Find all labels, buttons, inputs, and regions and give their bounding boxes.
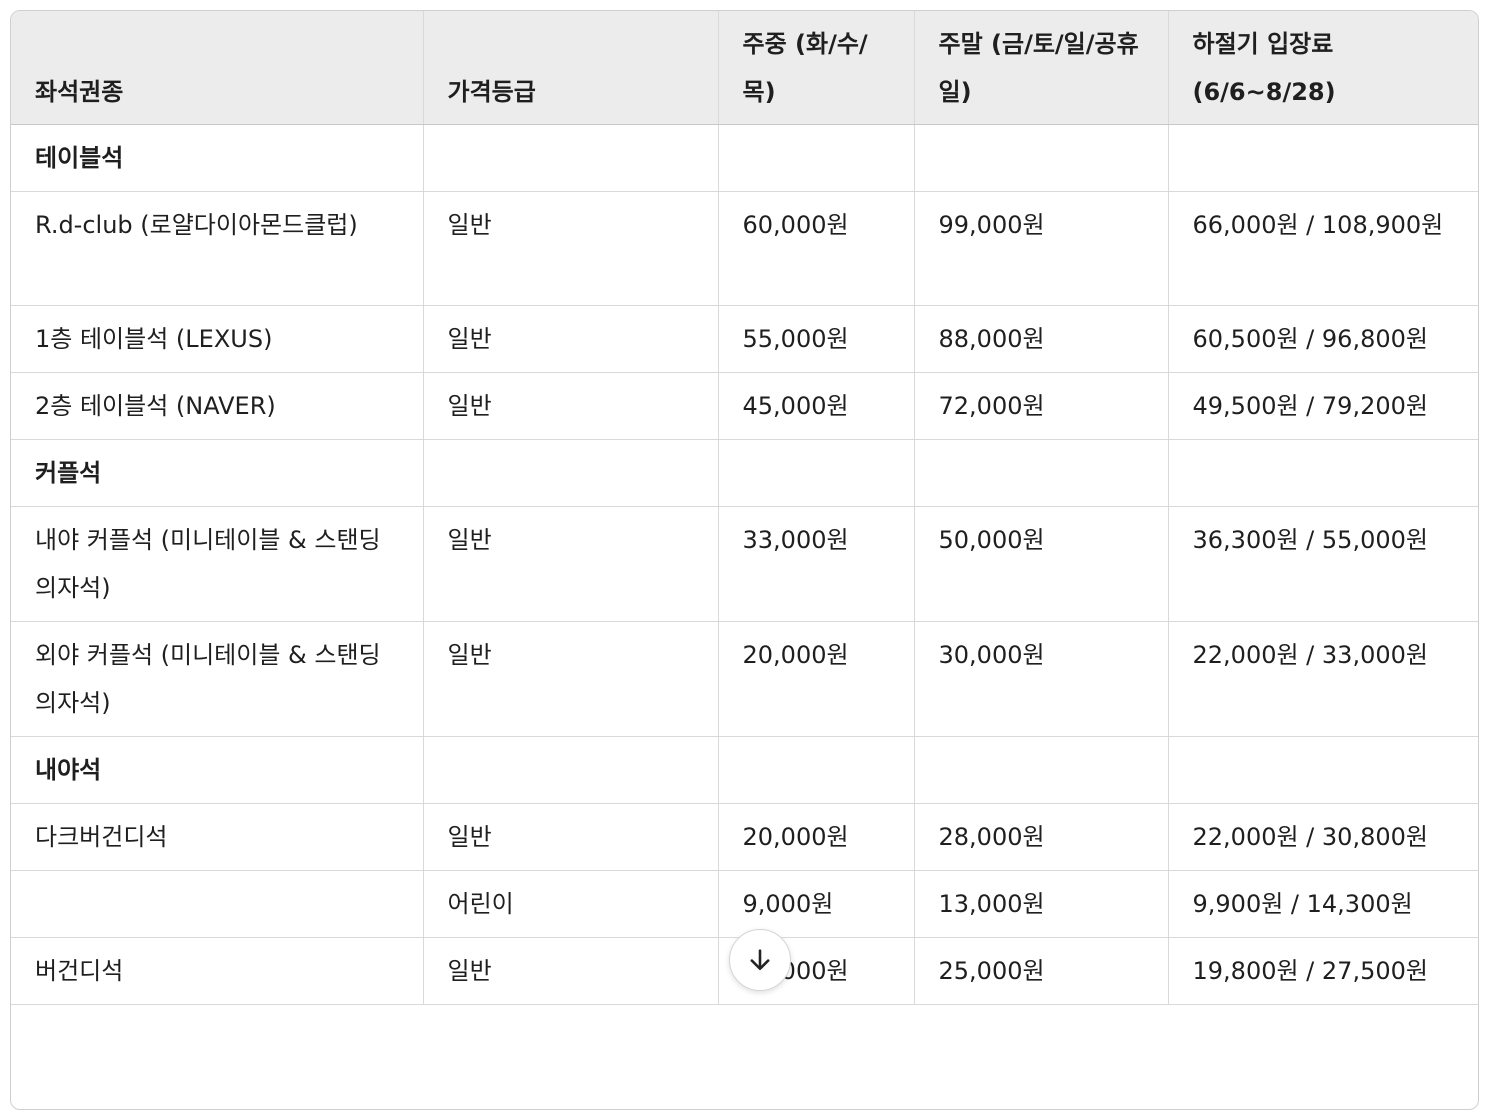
table-header-row: 좌석권종 가격등급 주중 (화/수/목) 주말 (금/토/일/공휴일) 하절기 … [11,11,1478,125]
table-cell: 2층 테이블석 (NAVER) [11,372,424,440]
section-row-table-seats: 테이블석 [11,124,1478,192]
table-cell: R.d-club (로얄다이아몬드클럽) [11,191,424,306]
table-cell [423,439,719,507]
table-row: 다크버건디석 일반 20,000원 28,000원 22,000원 / 30,8… [11,803,1478,871]
table-cell: 20,000원 [718,803,915,871]
table-cell: 25,000원 [914,937,1169,1005]
table-cell: 일반 [423,191,719,306]
table-cell [1168,124,1478,192]
table-cell [1168,439,1478,507]
table-cell: 1층 테이블석 (LEXUS) [11,305,424,373]
table-cell [1168,736,1478,804]
table-cell: 99,000원 [914,191,1169,306]
table-cell: 28,000원 [914,803,1169,871]
table-cell: 22,000원 / 33,000원 [1168,621,1478,737]
table-cell: 66,000원 / 108,900원 [1168,191,1478,306]
table-cell: 내야석 [11,736,424,804]
table-cell: 45,000원 [718,372,915,440]
table-cell: 60,500원 / 96,800원 [1168,305,1478,373]
table-cell [718,736,915,804]
table-cell: 커플석 [11,439,424,507]
section-row-couple-seats: 커플석 [11,439,1478,507]
table-cell: 일반 [423,803,719,871]
table-cell: 9,000원 [718,870,915,938]
table-cell: 다크버건디석 [11,803,424,871]
table-cell: 20,000원 [718,621,915,737]
table-row: 2층 테이블석 (NAVER) 일반 45,000원 72,000원 49,50… [11,372,1478,440]
price-table-container: 좌석권종 가격등급 주중 (화/수/목) 주말 (금/토/일/공휴일) 하절기 … [10,10,1479,1110]
arrow-down-icon [750,949,770,971]
table-cell [423,124,719,192]
header-weekday: 주중 (화/수/목) [718,11,915,125]
table-cell: 60,000원 [718,191,915,306]
table-cell: 88,000원 [914,305,1169,373]
table-cell [914,439,1169,507]
table-cell: 일반 [423,372,719,440]
table-row: 내야 커플석 (미니테이블 & 스탠딩 의자석) 일반 33,000원 50,0… [11,506,1478,622]
table-cell [718,439,915,507]
header-price-grade: 가격등급 [423,11,719,125]
table-cell [718,124,915,192]
table-cell: 9,900원 / 14,300원 [1168,870,1478,938]
table-cell: 일반 [423,305,719,373]
table-cell [423,736,719,804]
table-cell: 일반 [423,506,719,622]
table-cell: 72,000원 [914,372,1169,440]
table-cell: 19,800원 / 27,500원 [1168,937,1478,1005]
table-cell: 테이블석 [11,124,424,192]
table-row: 외야 커플석 (미니테이블 & 스탠딩 의자석) 일반 20,000원 30,0… [11,621,1478,737]
header-summer-fee: 하절기 입장료 (6/6~8/28) [1168,11,1478,125]
table-cell: 일반 [423,621,719,737]
scroll-down-button[interactable] [729,929,791,991]
table-cell: 13,000원 [914,870,1169,938]
table-cell: 55,000원 [718,305,915,373]
table-cell: 30,000원 [914,621,1169,737]
table-cell: 내야 커플석 (미니테이블 & 스탠딩 의자석) [11,506,424,622]
table-cell: 어린이 [423,870,719,938]
table-cell: 36,300원 / 55,000원 [1168,506,1478,622]
header-seat-type: 좌석권종 [11,11,424,125]
table-cell: 49,500원 / 79,200원 [1168,372,1478,440]
table-row: R.d-club (로얄다이아몬드클럽) 일반 60,000원 99,000원 … [11,191,1478,306]
table-cell: 버건디석 [11,937,424,1005]
table-row: 어린이 9,000원 13,000원 9,900원 / 14,300원 [11,870,1478,938]
table-cell: 33,000원 [718,506,915,622]
table-cell [914,736,1169,804]
table-cell [914,124,1169,192]
table-row: 1층 테이블석 (LEXUS) 일반 55,000원 88,000원 60,50… [11,305,1478,373]
table-cell [11,870,424,938]
table-cell: 외야 커플석 (미니테이블 & 스탠딩 의자석) [11,621,424,737]
table-cell: 22,000원 / 30,800원 [1168,803,1478,871]
header-weekend: 주말 (금/토/일/공휴일) [914,11,1169,125]
table-cell: 50,000원 [914,506,1169,622]
table-cell: 일반 [423,937,719,1005]
section-row-infield-seats: 내야석 [11,736,1478,804]
price-table: 좌석권종 가격등급 주중 (화/수/목) 주말 (금/토/일/공휴일) 하절기 … [11,11,1478,1005]
